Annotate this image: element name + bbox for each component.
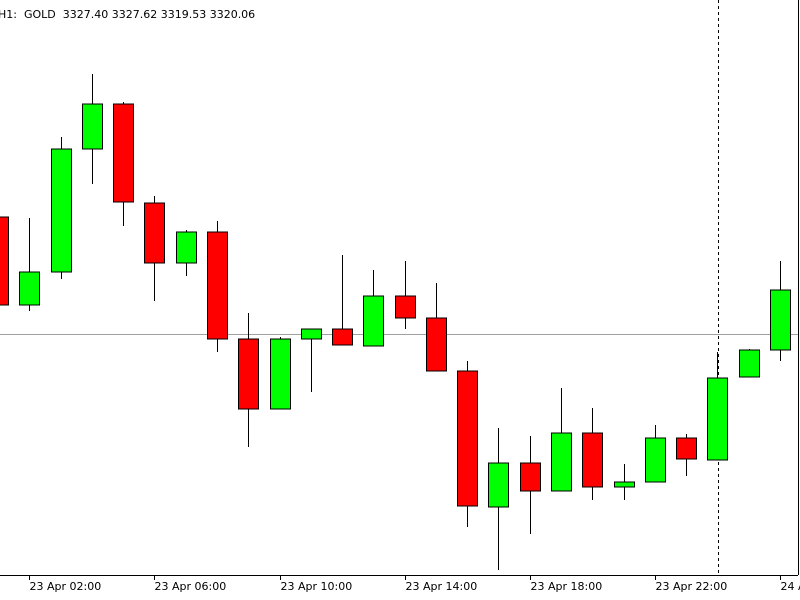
candle-body bbox=[457, 370, 478, 507]
candle-body bbox=[19, 271, 40, 306]
candle-body bbox=[582, 432, 603, 488]
x-tick-label: 24 A bbox=[781, 580, 800, 593]
candle-body bbox=[551, 432, 572, 492]
candle-body bbox=[614, 481, 635, 488]
candle-body bbox=[676, 437, 697, 460]
x-tick-label: 23 Apr 02:00 bbox=[30, 580, 102, 593]
candle-body bbox=[207, 231, 228, 340]
chart-title: H1: GOLD 3327.40 3327.62 3319.53 3320.06 bbox=[0, 8, 255, 21]
x-tick-label: 23 Apr 10:00 bbox=[281, 580, 353, 593]
x-tick-label: 23 Apr 22:00 bbox=[656, 580, 728, 593]
candle-body bbox=[645, 437, 666, 483]
x-tick-label: 23 Apr 18:00 bbox=[531, 580, 603, 593]
candle-body bbox=[707, 377, 728, 461]
x-tick-label: 23 Apr 14:00 bbox=[406, 580, 478, 593]
candle-body bbox=[0, 216, 9, 306]
candle-body bbox=[238, 338, 259, 410]
candle-body bbox=[144, 202, 165, 264]
candle-body bbox=[270, 338, 291, 410]
candle-body bbox=[301, 328, 322, 340]
candle-body bbox=[176, 231, 197, 264]
candle-body bbox=[51, 148, 72, 273]
x-tick-label: 23 Apr 06:00 bbox=[155, 580, 227, 593]
candle-body bbox=[332, 328, 353, 346]
candle-body bbox=[395, 295, 416, 319]
candle-body bbox=[363, 295, 384, 347]
candle-body bbox=[488, 462, 509, 508]
candle-body bbox=[770, 289, 791, 351]
candle-body bbox=[82, 103, 103, 150]
candle-body bbox=[426, 317, 447, 372]
candle-body bbox=[520, 462, 541, 492]
candle-body bbox=[739, 349, 760, 378]
candle-body bbox=[113, 103, 134, 203]
